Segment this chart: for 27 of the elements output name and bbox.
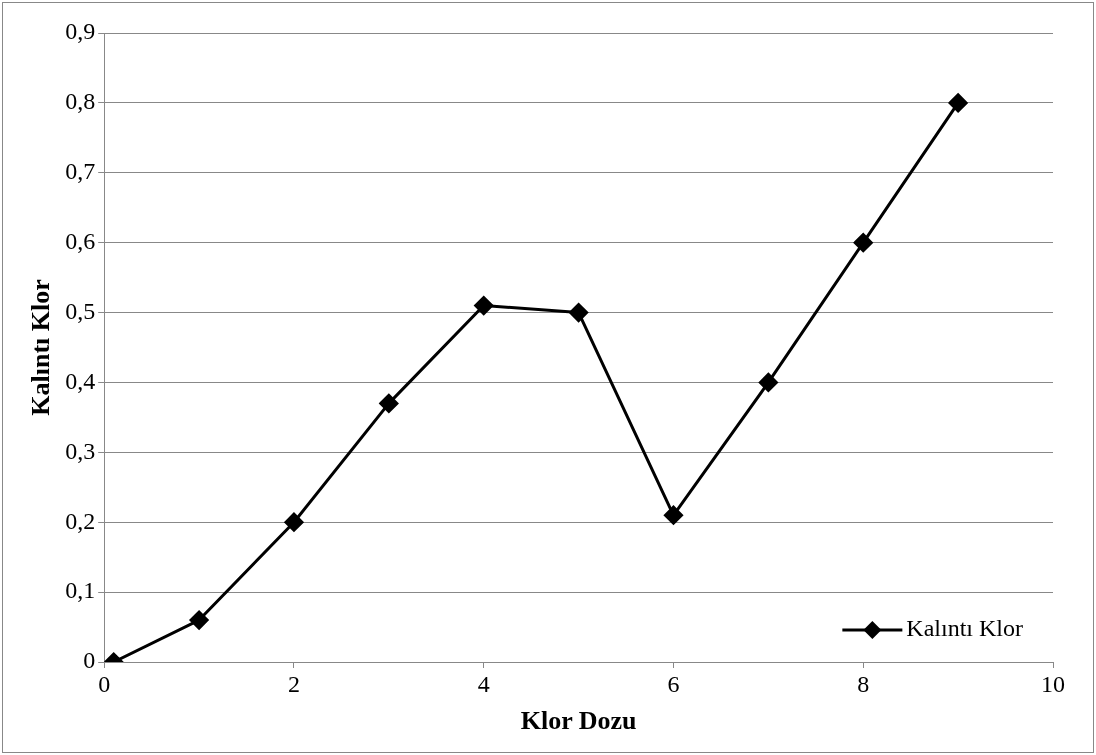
y-tick-label: 0,3 (65, 437, 96, 464)
y-tick-label: 0,6 (65, 227, 96, 254)
point (284, 512, 304, 532)
y-tick-label: 0,2 (65, 507, 96, 534)
point (189, 610, 209, 630)
y-tick-label: 0,9 (65, 18, 96, 45)
point (569, 303, 589, 323)
y-axis-title: Kalıntı Klor (26, 279, 56, 416)
y-tick-label: 0,7 (65, 158, 96, 185)
x-tick-label: 2 (287, 670, 300, 697)
y-tick-label: 0,5 (65, 297, 96, 324)
point (379, 393, 399, 413)
point (853, 233, 873, 253)
point (948, 93, 968, 113)
y-tick-label: 0,4 (65, 367, 96, 394)
x-tick-label: 4 (477, 670, 490, 697)
x-tick-label: 6 (667, 670, 680, 697)
y-tick-label: 0,8 (65, 88, 96, 115)
x-tick-label: 10 (1041, 670, 1065, 697)
point (663, 505, 683, 525)
point (758, 372, 778, 392)
y-tick-label: 0 (83, 647, 96, 674)
x-tick-label: 8 (857, 670, 870, 697)
x-axis-title: Klor Dozu (520, 706, 637, 736)
y-tick-label: 0,1 (65, 577, 96, 604)
point (474, 296, 494, 316)
legend-label: Kalıntı Klor (906, 615, 1024, 642)
